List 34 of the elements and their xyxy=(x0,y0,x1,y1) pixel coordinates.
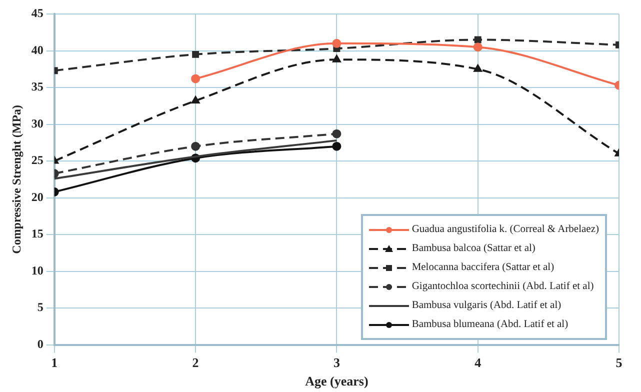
y-tick-label: 45 xyxy=(31,6,44,20)
point xyxy=(332,129,342,138)
x-tick-label: 4 xyxy=(474,354,482,370)
y-tick-label: 25 xyxy=(31,153,44,168)
point xyxy=(192,96,200,104)
legend-label: Bambusa blumeana (Abd. Latif et al) xyxy=(412,319,568,330)
y-axis-title: Compressive Strenght (MPa) xyxy=(9,104,24,254)
y-tick-label: 30 xyxy=(31,116,44,130)
y-tick-label: 20 xyxy=(31,190,44,204)
y-tick-label: 10 xyxy=(31,263,44,278)
point xyxy=(332,142,342,151)
x-tick-label: 1 xyxy=(51,354,58,370)
y-tick-label: 40 xyxy=(31,42,44,57)
point xyxy=(474,64,482,72)
y-tick-label: 5 xyxy=(37,300,44,314)
y-tick-label: 15 xyxy=(31,226,44,241)
legend-label: Melocanna baccifera (Sattar et al) xyxy=(412,262,554,273)
legend-label: Gigantochloa scortechinii (Abd. Latif et al) xyxy=(412,281,594,292)
y-tick-label: 0 xyxy=(37,336,44,351)
legend-label: Bambusa vulgaris (Abd. Latif et al) xyxy=(412,300,562,311)
legend-label: Bambusa balcoa (Sattar et al) xyxy=(412,243,536,254)
point xyxy=(332,38,342,48)
x-tick-label: 3 xyxy=(333,354,340,370)
point xyxy=(332,55,341,62)
x-tick-label: 2 xyxy=(192,354,199,370)
x-tick-label: 5 xyxy=(616,354,623,370)
y-tick-label: 35 xyxy=(31,80,44,94)
point xyxy=(192,50,200,58)
legend-label: Guadua angustifolia k. (Correal & Arbelaez) xyxy=(412,224,599,235)
point xyxy=(474,36,482,44)
x-axis-title: Age (years) xyxy=(305,374,368,389)
point xyxy=(473,42,482,52)
point xyxy=(191,142,200,151)
point xyxy=(191,74,200,84)
